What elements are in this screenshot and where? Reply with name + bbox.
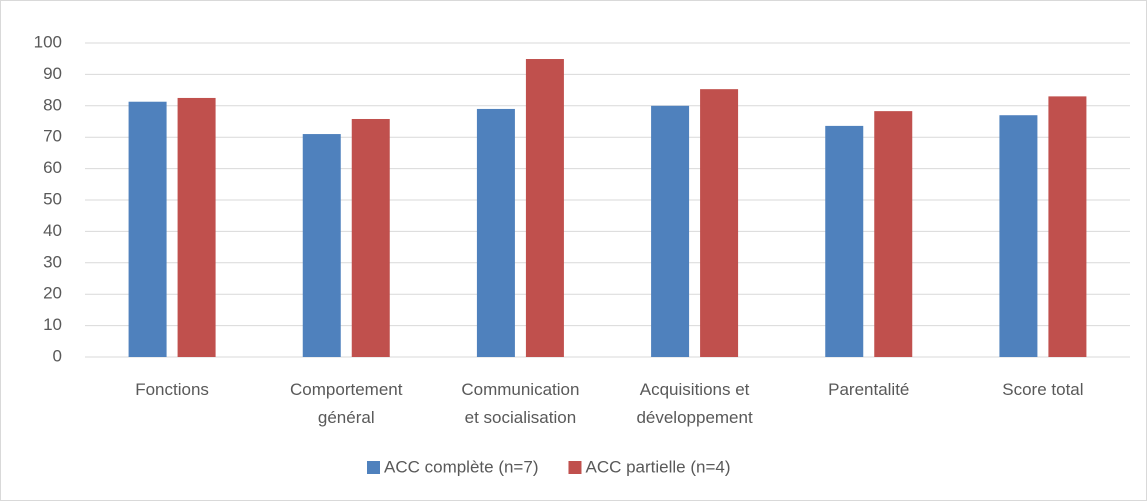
y-tick-label: 0	[53, 346, 62, 365]
legend-label: ACC partielle (n=4)	[585, 457, 730, 476]
y-tick-label: 60	[43, 158, 62, 177]
y-tick-label: 100	[34, 32, 62, 51]
x-tick-label: Acquisitions et développement	[636, 380, 753, 427]
bar	[874, 111, 913, 357]
bar	[825, 125, 864, 358]
bar	[999, 115, 1038, 357]
bar	[700, 89, 739, 358]
y-tick-label: 70	[43, 127, 62, 146]
x-tick-label: Fonctions	[135, 380, 209, 399]
bar	[302, 134, 341, 357]
x-tick-label: Comportement général	[290, 380, 403, 427]
x-tick-label: Score total	[1002, 380, 1084, 399]
bar	[177, 97, 216, 357]
y-tick-label: 90	[43, 64, 62, 83]
y-tick-label: 10	[43, 315, 62, 334]
bar	[525, 59, 564, 357]
bar	[351, 118, 390, 357]
y-tick-label: 80	[43, 95, 62, 114]
y-tick-label: 20	[43, 284, 62, 303]
x-tick-label: Parentalité	[828, 380, 910, 399]
x-tick-label: Communication et socialisation	[461, 380, 580, 427]
legend-swatch	[367, 461, 380, 474]
bar	[651, 105, 690, 357]
legend-swatch	[568, 461, 582, 474]
bar	[476, 108, 515, 357]
y-tick-label: 50	[43, 189, 62, 208]
legend-label: ACC complète (n=7)	[384, 457, 538, 476]
y-tick-label: 40	[43, 221, 62, 240]
bar	[1048, 96, 1087, 357]
bar	[128, 101, 167, 357]
y-tick-label: 30	[43, 252, 62, 271]
